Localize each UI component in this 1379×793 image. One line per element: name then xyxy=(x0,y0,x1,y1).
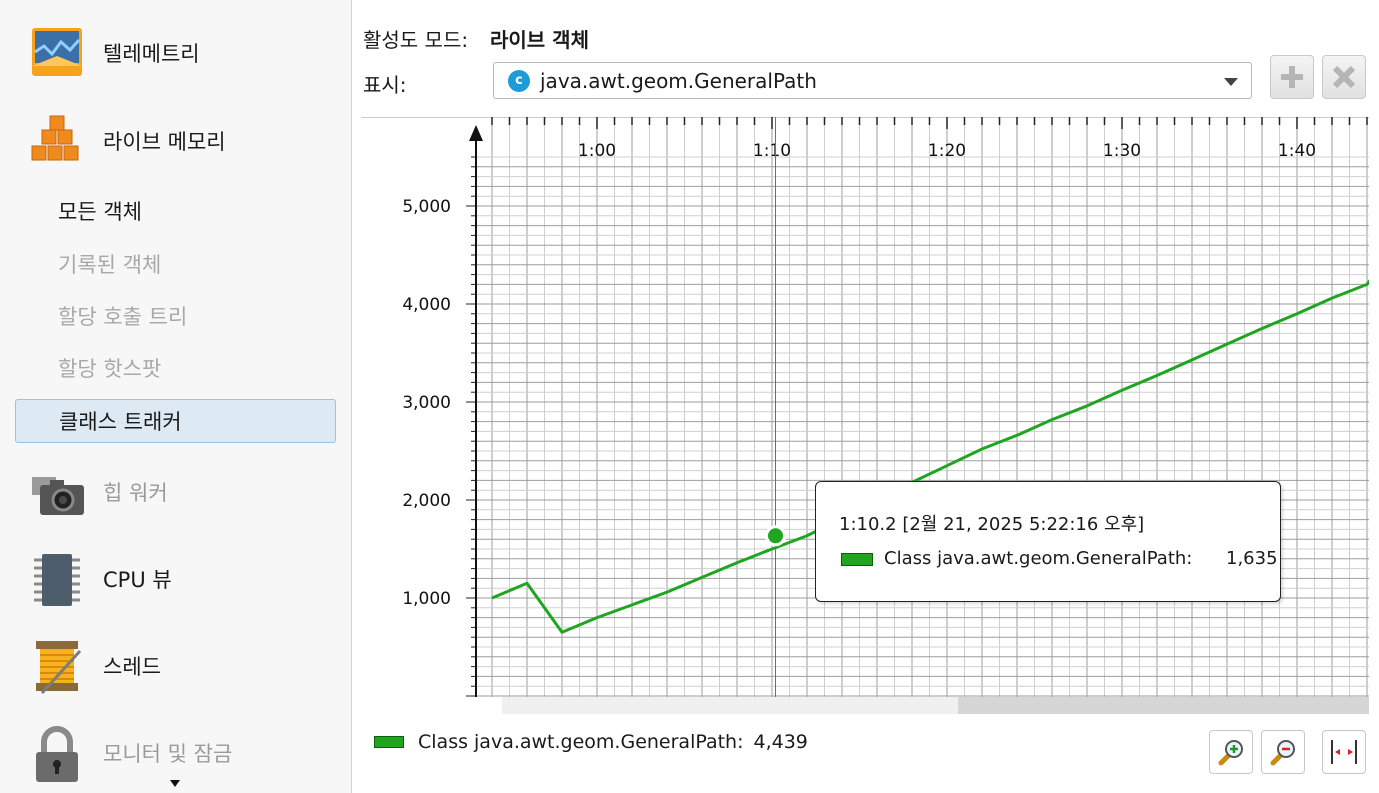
x-tick-label: 1:10 xyxy=(753,141,791,161)
nav-telemetry-label: 텔레메트리 xyxy=(103,42,200,66)
legend-swatch xyxy=(374,736,404,748)
live-memory-icon xyxy=(28,112,86,170)
sidebar-more-arrow-icon[interactable] xyxy=(170,780,180,787)
display-label: 표시: xyxy=(363,73,407,97)
chart-axes xyxy=(361,117,1369,697)
sub-class-tracker[interactable]: 클래스 트래커 xyxy=(15,399,336,443)
sub-allocation-hotspots-label: 할당 핫스팟 xyxy=(58,357,162,381)
zoom-in-icon xyxy=(1218,740,1243,766)
close-icon xyxy=(1332,65,1356,89)
sub-allocation-call-tree-label: 할당 호출 트리 xyxy=(58,305,188,329)
x-tick-label: 1:40 xyxy=(1278,141,1316,161)
liveness-mode-value[interactable]: 라이브 객체 xyxy=(490,28,589,52)
legend-series-name: Class java.awt.geom.GeneralPath: xyxy=(418,731,744,753)
sub-recorded-objects[interactable]: 기록된 객체 xyxy=(15,242,336,286)
y-tick-label: 1,000 xyxy=(402,589,451,609)
zoom-in-button[interactable] xyxy=(1209,730,1253,774)
nav-heap-walker[interactable]: 힙 워커 xyxy=(0,452,352,532)
sub-allocation-call-tree[interactable]: 할당 호출 트리 xyxy=(15,294,336,338)
y-tick-label: 5,000 xyxy=(402,197,451,217)
selected-class-value: java.awt.geom.GeneralPath xyxy=(540,68,817,93)
fit-width-button[interactable] xyxy=(1322,730,1366,774)
nav-threads[interactable]: 스레드 xyxy=(0,626,352,706)
sidebar: 텔레메트리 라이브 메모리 모든 객체 기록된 객체 할당 호출 트리 xyxy=(0,0,352,793)
nav-telemetry[interactable]: 텔레메트리 xyxy=(0,13,352,93)
chart-grid xyxy=(476,117,1369,697)
nav-monitors-locks-label: 모니터 및 잠금 xyxy=(103,742,233,766)
cpu-chip-icon xyxy=(28,550,86,608)
x-tick-label: 1:00 xyxy=(578,141,616,161)
nav-heap-walker-label: 힙 워커 xyxy=(103,481,168,505)
y-tick-label: 3,000 xyxy=(402,393,451,413)
y-tick-label: 2,000 xyxy=(402,491,451,511)
nav-monitors-locks[interactable]: 모니터 및 잠금 xyxy=(0,713,352,793)
series-line xyxy=(491,279,1369,634)
chart-tick-labels: 1:00 1:10 1:20 1:30 1:40 1,000 2,000 3,000 4,000… xyxy=(402,141,1316,609)
nav-live-memory[interactable]: 라이브 메모리 xyxy=(0,101,352,181)
sub-allocation-hotspots[interactable]: 할당 핫스팟 xyxy=(15,346,336,390)
tooltip-series-swatch xyxy=(841,553,873,566)
chart-area[interactable]: 1:00 1:10 1:20 1:30 1:40 1,000 2,000 3,000 4,000… xyxy=(361,117,1369,714)
tooltip-time: 1:10.2 [2월 21, 2025 5:22:16 오후] xyxy=(839,514,1145,535)
telemetry-icon xyxy=(28,24,86,82)
fit-width-icon xyxy=(1331,740,1357,764)
tooltip-series-name: Class java.awt.geom.GeneralPath: xyxy=(884,548,1193,569)
liveness-mode-label: 활성도 모드: xyxy=(363,28,469,52)
heap-walker-camera-icon xyxy=(28,463,86,521)
y-axis-arrow xyxy=(469,125,483,141)
x-tick-label: 1:30 xyxy=(1103,141,1141,161)
chart-series xyxy=(491,117,1369,697)
add-class-button[interactable] xyxy=(1270,55,1314,99)
sub-all-objects[interactable]: 모든 객체 xyxy=(15,189,336,233)
remove-class-button[interactable] xyxy=(1322,55,1366,99)
nav-cpu-view[interactable]: CPU 뷰 xyxy=(0,539,352,619)
nav-cpu-view-label: CPU 뷰 xyxy=(103,568,172,592)
x-tick-label: 1:20 xyxy=(928,141,966,161)
thread-spool-icon xyxy=(28,637,86,695)
nav-threads-label: 스레드 xyxy=(103,655,161,679)
class-select-dropdown[interactable]: c java.awt.geom.GeneralPath xyxy=(493,62,1252,99)
zoom-out-icon xyxy=(1270,740,1295,766)
nav-live-memory-label: 라이브 메모리 xyxy=(103,130,226,154)
class-icon: c xyxy=(508,69,530,92)
plus-icon xyxy=(1281,66,1303,88)
y-tick-label: 4,000 xyxy=(402,295,451,315)
sub-recorded-objects-label: 기록된 객체 xyxy=(58,253,162,277)
hover-marker xyxy=(765,525,786,547)
sub-class-tracker-label: 클래스 트래커 xyxy=(59,410,182,434)
chart-tooltip: 1:10.2 [2월 21, 2025 5:22:16 오후] Class ja… xyxy=(815,481,1281,602)
chart-legend: Class java.awt.geom.GeneralPath: 4,439 xyxy=(374,731,808,753)
tooltip-value: 1,635 xyxy=(1226,548,1278,569)
chart-scrollbar-thumb[interactable] xyxy=(958,697,1369,714)
zoom-out-button[interactable] xyxy=(1261,730,1305,774)
sub-all-objects-label: 모든 객체 xyxy=(58,200,142,224)
chevron-down-icon xyxy=(1224,78,1238,86)
legend-value: 4,439 xyxy=(753,731,808,753)
padlock-icon xyxy=(28,724,86,782)
class-count-chart[interactable]: 1:00 1:10 1:20 1:30 1:40 1,000 2,000 3,000 4,000… xyxy=(361,117,1369,714)
